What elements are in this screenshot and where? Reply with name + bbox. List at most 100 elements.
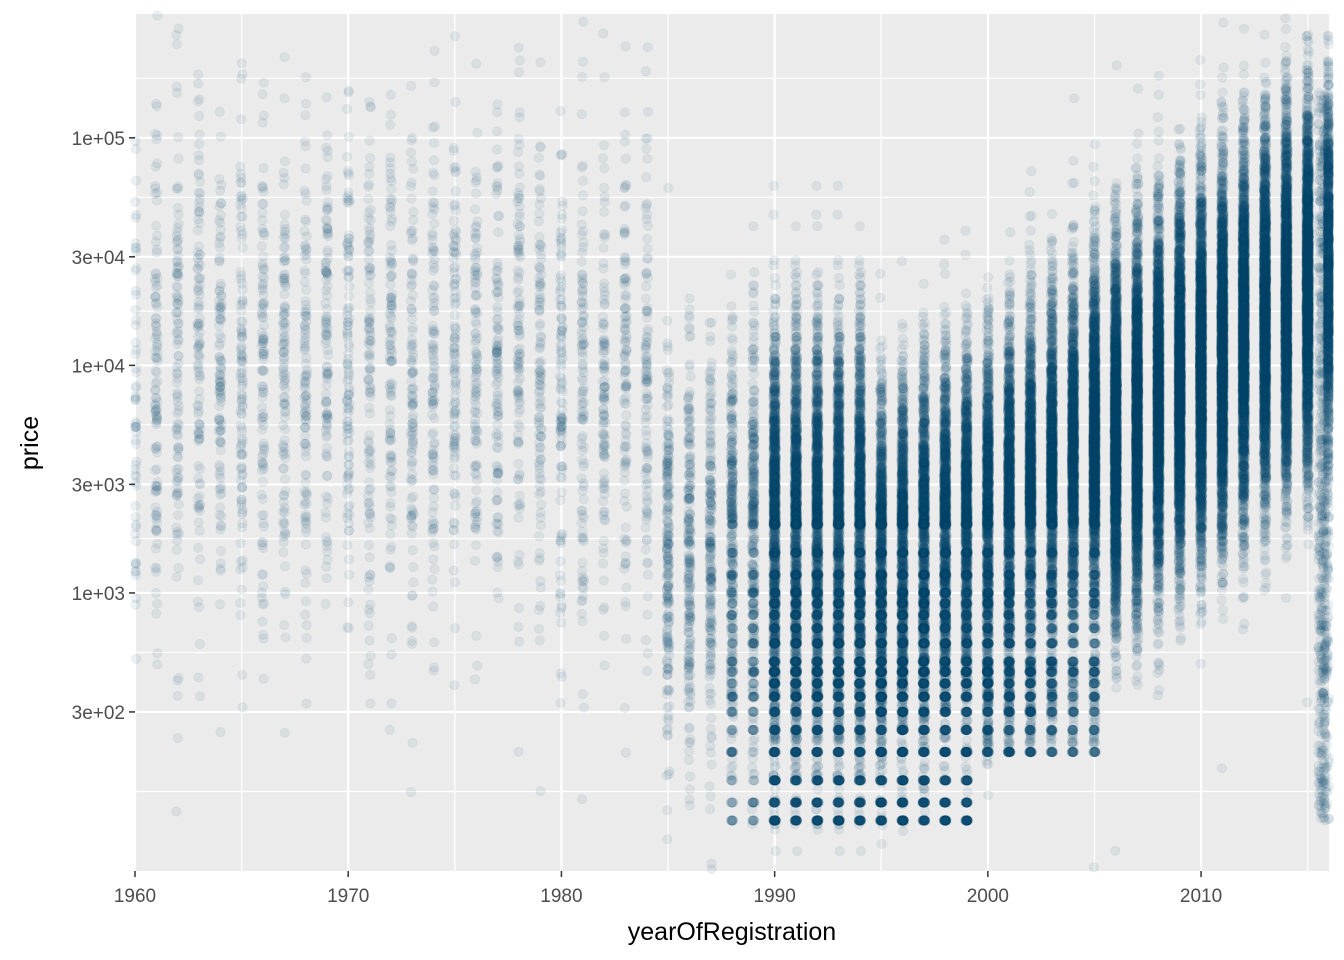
scatter-point — [365, 524, 374, 533]
scatter-point — [323, 254, 332, 263]
scatter-point — [301, 189, 310, 198]
scatter-point — [258, 417, 267, 426]
scatter-point — [173, 228, 182, 237]
scatter-point — [194, 360, 203, 369]
scatter-point — [323, 494, 332, 503]
scatter-point — [195, 492, 204, 501]
scatter-point — [302, 699, 311, 708]
scatter-point — [151, 393, 160, 402]
scatter-point — [301, 439, 310, 448]
scatter-point — [195, 501, 204, 510]
scatter-point — [238, 470, 247, 479]
scatter-point — [152, 135, 161, 144]
scatter-point — [386, 120, 395, 129]
scatter-point — [172, 290, 181, 299]
scatter-point — [366, 600, 375, 609]
scatter-point — [344, 368, 353, 377]
scatter-point — [215, 107, 224, 116]
scatter-point — [173, 691, 182, 700]
scatter-point — [386, 90, 395, 99]
scatter-point — [323, 222, 332, 231]
scatter-point — [236, 192, 245, 201]
scatter-point — [173, 236, 182, 245]
scatter-point — [258, 303, 267, 312]
scatter-point — [343, 249, 352, 258]
scatter-point — [280, 336, 289, 345]
scatter-point — [173, 245, 182, 254]
scatter-point — [173, 184, 182, 193]
scatter-point — [152, 527, 161, 536]
scatter-point — [131, 523, 140, 532]
scatter-point — [366, 392, 375, 401]
scatter-point — [364, 498, 373, 507]
scatter-point — [344, 292, 353, 301]
scatter-point — [152, 343, 161, 352]
scatter-point — [153, 331, 162, 340]
scatter-point — [132, 263, 141, 272]
scatter-point — [280, 436, 289, 445]
scatter-point — [344, 526, 353, 535]
scatter-point — [364, 403, 373, 412]
scatter-point — [151, 283, 160, 292]
scatter-point — [237, 306, 246, 315]
scatter-point — [343, 304, 352, 313]
scatter-point — [217, 290, 226, 299]
scatter-point — [172, 425, 181, 434]
scatter-point — [344, 474, 353, 483]
scatter-point — [280, 173, 289, 182]
scatter-point — [238, 243, 247, 252]
scatter-point — [280, 728, 289, 737]
scatter-point — [238, 317, 247, 326]
scatter-point — [322, 390, 331, 399]
scatter-point — [153, 442, 162, 451]
scatter-point — [153, 354, 162, 363]
scatter-point — [173, 734, 182, 743]
scatter-point — [258, 403, 267, 412]
scatter-point — [344, 171, 353, 180]
scatter-point — [322, 185, 331, 194]
scatter-point — [195, 314, 204, 323]
scatter-point — [131, 305, 140, 314]
scatter-point — [216, 438, 225, 447]
scatter-point — [216, 559, 225, 568]
scatter-point — [216, 728, 225, 737]
scatter-point — [174, 133, 183, 142]
scatter-point — [258, 365, 267, 374]
scatter-point — [301, 164, 310, 173]
scatter-point — [194, 242, 203, 251]
scatter-point — [321, 599, 330, 608]
scatter-point — [323, 131, 332, 140]
scatter-point — [280, 94, 289, 103]
scatter-point — [344, 453, 353, 462]
scatter-point — [215, 402, 224, 411]
scatter-point — [152, 609, 161, 618]
scatter-point — [280, 475, 289, 484]
scatter-point — [302, 353, 311, 362]
scatter-point — [172, 545, 181, 554]
scatter-point — [344, 390, 353, 399]
scatter-point — [258, 216, 267, 225]
scatter-point — [279, 311, 288, 320]
scatter-point — [194, 407, 203, 416]
scatter-point — [153, 377, 162, 386]
scatter-point — [301, 528, 310, 537]
scatter-point — [215, 470, 224, 479]
scatter-point — [343, 377, 352, 386]
scatter-point — [153, 11, 162, 20]
scatter-point — [301, 566, 310, 575]
scatter-point — [153, 660, 162, 669]
scatter-point — [280, 376, 289, 385]
scatter-point — [216, 546, 225, 555]
scatter-point — [153, 188, 162, 197]
scatter-point — [301, 479, 310, 488]
scatter-point — [279, 491, 288, 500]
scatter-point — [281, 407, 290, 416]
scatter-point — [174, 219, 183, 228]
scatter-point — [279, 348, 288, 357]
scatter-point — [152, 102, 161, 111]
scatter-point — [217, 512, 226, 521]
scatter-point — [153, 649, 162, 658]
scatter-point — [321, 263, 330, 272]
scatter-point — [301, 311, 310, 320]
scatter-point — [386, 502, 395, 511]
